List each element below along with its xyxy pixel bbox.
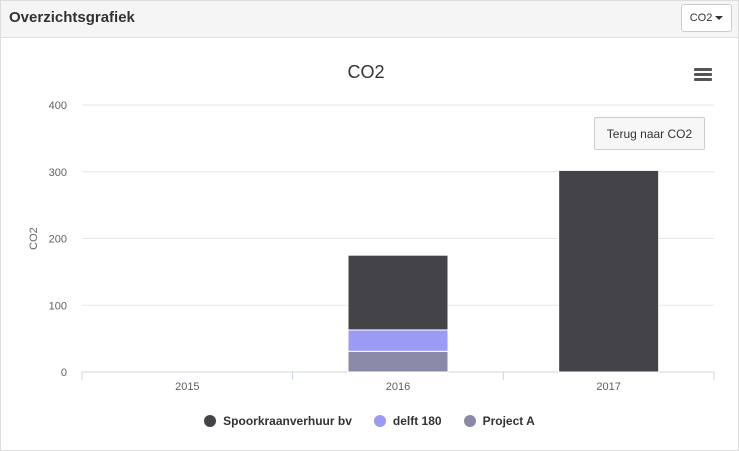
y-tick-label: 200 [49, 234, 67, 246]
legend-marker [463, 415, 476, 427]
y-tick-label: 100 [49, 300, 67, 312]
legend-item[interactable]: Spoorkraanverhuur bv [204, 414, 352, 428]
legend-marker [373, 415, 386, 427]
bar-segment [347, 350, 449, 373]
bar-segment [347, 254, 449, 331]
legend-marker [204, 415, 217, 427]
bar-segment [558, 169, 660, 373]
legend-label: delft 180 [392, 414, 442, 428]
y-tick-label: 300 [49, 167, 67, 179]
y-axis-title: CO2 [28, 227, 40, 250]
y-tick-label: 400 [49, 100, 67, 112]
x-tick-label: 2016 [386, 381, 410, 393]
chart-title: CO2 [347, 62, 385, 82]
chart-legend: Spoorkraanverhuur bv delft 180 Project A [1, 414, 738, 428]
metric-dropdown-label: CO2 [689, 12, 713, 24]
y-tick-label: 0 [61, 367, 67, 379]
panel-title: Overzichtsgrafiek [9, 9, 135, 26]
panel-header: Overzichtsgrafiek CO2 [1, 1, 738, 38]
chart-area: 0 100 200 300 400 CO2 2015 2016 2017 CO2 Terug n… [1, 38, 738, 450]
legend-label: Spoorkraanverhuur bv [223, 414, 352, 428]
chart-plot: 0 100 200 300 400 CO2 2015 2016 2017 [28, 100, 715, 393]
legend-label: Project A [482, 414, 535, 428]
caret-down-icon [715, 16, 724, 20]
legend-item[interactable]: Project A [463, 414, 535, 428]
metric-dropdown-button[interactable]: CO2 [681, 4, 732, 32]
bar-segment [347, 329, 449, 352]
back-to-co2-button[interactable]: Terug naar CO2 [594, 117, 705, 150]
hamburger-menu-icon[interactable] [694, 68, 712, 82]
x-tick-label: 2015 [175, 381, 199, 393]
legend-item[interactable]: delft 180 [373, 414, 442, 428]
x-tick-label: 2017 [596, 381, 620, 393]
